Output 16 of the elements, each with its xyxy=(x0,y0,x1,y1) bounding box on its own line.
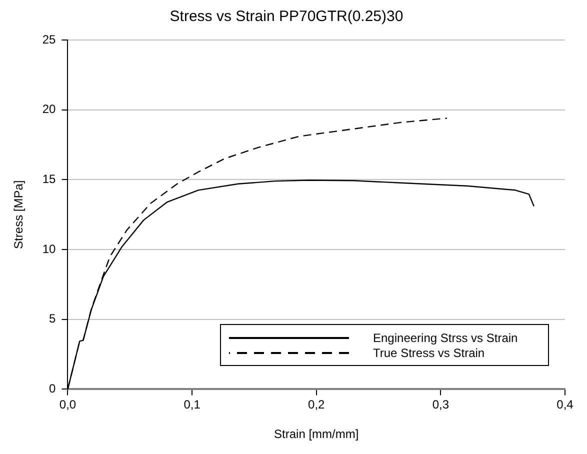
x-tick-label: 0,1 xyxy=(184,398,201,412)
x-tick-label: 0,4 xyxy=(556,398,574,412)
text: Engineering Strss vs Strain xyxy=(373,330,518,345)
x-tick-label: 0,2 xyxy=(308,398,326,412)
y-tick-label: 0 xyxy=(49,382,56,396)
y-tick-label: 20 xyxy=(42,102,56,116)
x-axis-title: Strain [mm/mm] xyxy=(274,427,359,442)
y-axis-title: Stress [MPa] xyxy=(12,180,26,249)
y-tick-label: 10 xyxy=(42,242,56,256)
chart-title: Stress vs Strain PP70GTR(0.25)30 xyxy=(170,8,404,26)
y-tick-label: 25 xyxy=(42,32,56,46)
x-tick-label: 0,0 xyxy=(59,398,76,412)
y-tick-label: 5 xyxy=(49,312,56,326)
legend-label: True Stress vs Strain xyxy=(373,346,485,360)
y-tick-label: 15 xyxy=(42,172,56,186)
x-tick-label: 0,3 xyxy=(432,398,450,412)
